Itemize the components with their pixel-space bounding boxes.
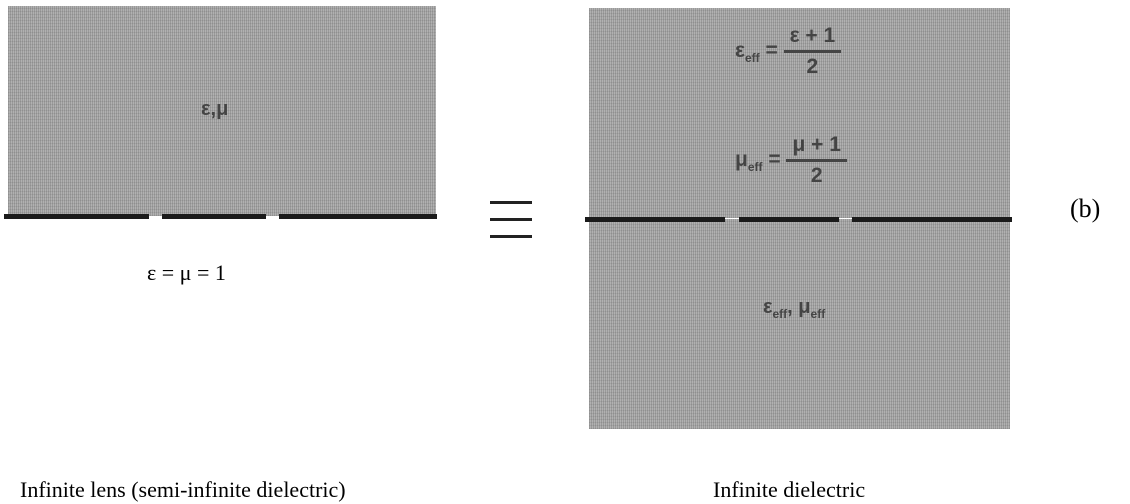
dielectric-half-space	[8, 6, 436, 216]
dielectric-properties-label: ε,μ	[201, 98, 228, 121]
mu-eff-equals: =	[768, 148, 781, 172]
mu-eff-formula: μeff = μ + 1 2	[735, 133, 847, 188]
vacuum-properties-label: ε = μ = 1	[147, 260, 226, 285]
mu-eff-fraction: μ + 1 2	[786, 133, 847, 188]
eps-eff-symbol: ε	[735, 39, 745, 63]
effective-medium-lower	[589, 219, 1010, 429]
mu-symbol: μ	[216, 98, 229, 120]
mu-eff-denominator: 2	[810, 164, 823, 187]
eps-eff-lower-subscript: eff	[772, 307, 788, 321]
eps-eff-denominator: 2	[806, 55, 819, 78]
eps-eff-equals: =	[765, 39, 778, 63]
lower-separator: ,	[787, 296, 793, 318]
right-interface-line-segment-3	[852, 217, 1012, 222]
eps-eff-fraction: ε + 1 2	[783, 24, 842, 79]
right-caption: Infinite dielectric	[713, 477, 866, 502]
eps-eff-subscript: eff	[744, 51, 760, 66]
mu-eff-lower-subscript: eff	[810, 307, 826, 321]
effective-medium-upper	[589, 8, 1010, 218]
right-interface-line-segment-1	[585, 217, 725, 222]
eps-eff-numerator: ε + 1	[783, 24, 842, 53]
panel-label: (b)	[1070, 194, 1101, 223]
mu-eff-subscript: eff	[747, 160, 763, 175]
mu-eff-lower-symbol: μ	[798, 296, 811, 318]
left-interface-line-segment-3	[279, 214, 437, 219]
left-caption: Infinite lens (semi-infinite dielectric)	[20, 477, 346, 502]
mu-eff-symbol: μ	[735, 148, 748, 172]
equivalence-bar-middle	[490, 218, 532, 221]
mu-eff-numerator: μ + 1	[786, 133, 847, 162]
left-interface-line-segment-2	[162, 214, 266, 219]
separator: ,	[210, 98, 217, 120]
right-interface-line-segment-2	[739, 217, 839, 222]
equivalence-bar-bottom	[490, 235, 532, 238]
epsilon-symbol: ε	[201, 98, 211, 120]
effective-properties-label: εeff, μeff	[763, 296, 825, 321]
eps-eff-formula: εeff = ε + 1 2	[735, 24, 842, 79]
left-interface-line-segment-1	[4, 214, 149, 219]
equivalence-bar-top	[490, 201, 532, 204]
eps-eff-lower-symbol: ε	[763, 296, 773, 318]
